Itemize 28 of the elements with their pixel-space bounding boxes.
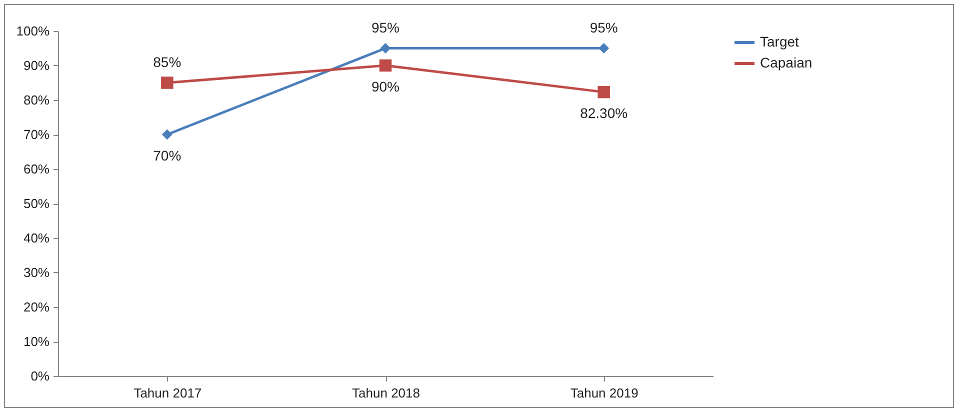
- point: [380, 43, 391, 54]
- data-label: 95%: [371, 19, 400, 36]
- data-label: 95%: [590, 19, 618, 36]
- data-label: 70%: [153, 148, 182, 164]
- x-tick-label: Tahun 2019: [570, 386, 638, 400]
- point: [379, 59, 392, 72]
- y-tick-label: 100%: [16, 24, 50, 38]
- legend-label: Target: [760, 34, 800, 50]
- data-label: 82.30%: [580, 105, 628, 122]
- x-tick-label: Tahun 2018: [352, 386, 420, 400]
- y-tick-label: 10%: [23, 334, 50, 349]
- x-tick-label: Tahun 2017: [134, 386, 202, 400]
- y-tick-label: 40%: [23, 230, 50, 246]
- y-tick-label: 20%: [23, 300, 50, 314]
- y-tick-label: 50%: [23, 196, 50, 211]
- legend-label: Capaian: [760, 54, 812, 70]
- y-tick-label: 30%: [23, 265, 50, 280]
- point: [598, 86, 610, 98]
- data-label: 90%: [371, 78, 400, 94]
- point: [161, 76, 174, 89]
- y-tick-label: 70%: [23, 127, 50, 142]
- y-tick-label: 0%: [30, 368, 50, 384]
- point: [162, 129, 172, 140]
- point: [598, 43, 610, 54]
- y-tick-label: 90%: [23, 58, 50, 73]
- y-tick-label: 60%: [23, 162, 50, 176]
- data-label: 85%: [153, 54, 182, 70]
- y-tick-label: 80%: [23, 92, 50, 108]
